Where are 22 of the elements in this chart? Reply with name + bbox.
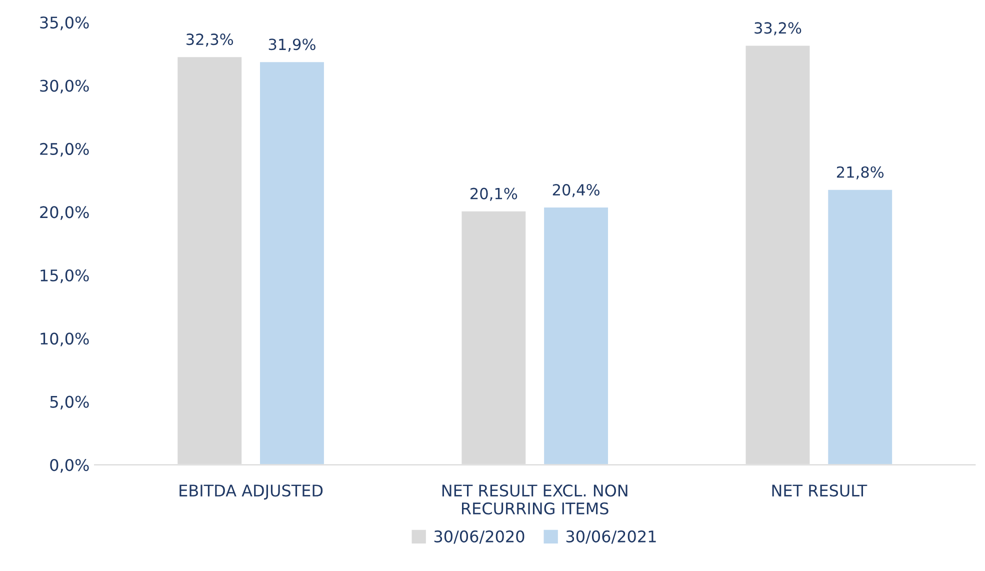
bar — [258, 60, 326, 465]
data-label: 20,1% — [470, 188, 518, 201]
legend-label: 30/06/2020 — [434, 530, 524, 544]
data-label: 31,9% — [268, 38, 316, 52]
x-tick-label: NET RESULT — [772, 484, 868, 497]
y-tick-label: 35,0% — [40, 16, 89, 30]
data-label: 33,2% — [754, 22, 802, 36]
x-tick-label: EBITDA ADJUSTED — [180, 484, 323, 500]
y-tick-label: 20,0% — [40, 206, 89, 220]
y-tick-label: 30,0% — [40, 80, 89, 94]
legend-label: 30/06/2021 — [566, 530, 656, 544]
bar — [826, 188, 894, 465]
bar — [542, 206, 610, 465]
data-label: 32,3% — [186, 34, 234, 47]
data-label: 21,8% — [836, 166, 884, 180]
y-tick-label: 25,0% — [40, 142, 89, 157]
y-tick-label: 15,0% — [40, 269, 89, 284]
y-tick-label: 5,0% — [50, 396, 89, 410]
y-tick-label: 10,0% — [40, 332, 89, 346]
x-tick-label: NET RESULT EXCL. NON RECURRING ITEMS — [442, 484, 628, 514]
data-label: 20,4% — [552, 184, 600, 198]
y-tick-label: 0,0% — [50, 459, 89, 473]
